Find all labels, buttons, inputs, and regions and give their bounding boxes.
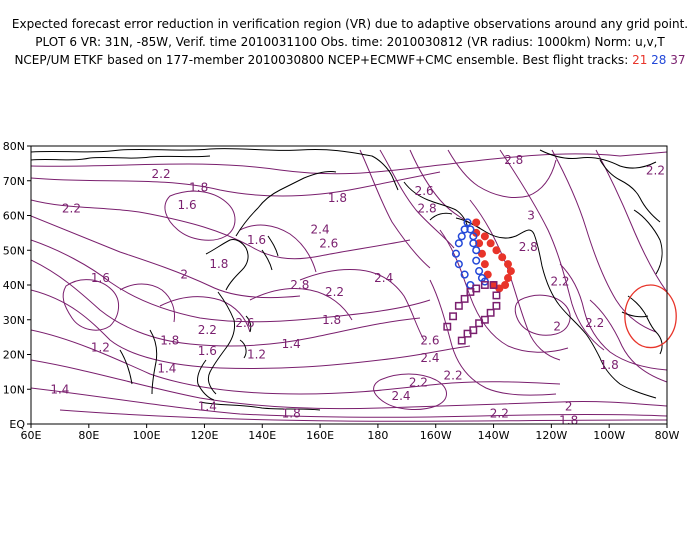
contour-label: 1.8 [600,358,619,372]
contour-label: 2.2 [646,163,665,177]
longitude-axis: 60E 80E 100E 120E 140E 160E 180 160W 140W 120W 100… [21,424,680,442]
contour-label: 2.8 [418,202,437,216]
map-frame-background [31,146,667,424]
track-21-marker [481,261,488,268]
lon-tick-label: 160E [306,429,334,442]
contour-label: 1.4 [282,337,301,351]
lon-tick-label: 140W [478,429,510,442]
lat-tick-label: 50N [3,244,25,257]
contour-label: 2.2 [550,275,569,289]
contour-label: 2.4 [311,222,330,236]
contour-label: 2.6 [235,316,254,330]
track-21-marker [493,247,500,254]
contour-label: 1.4 [198,400,217,414]
lon-tick-label: 100W [593,429,625,442]
contour-label: 1.4 [157,361,176,375]
lat-tick-label: 40N [3,279,25,292]
contour-label: 2.4 [374,271,393,285]
latitude-axis: EQ 10N 20N 30N 40N 50N 60N 70N 80N [3,140,31,431]
lat-tick-label: 60N [3,210,25,223]
contour-label: 2.2 [325,285,344,299]
lon-tick-label: 120W [535,429,567,442]
contour-label: 2.8 [519,240,538,254]
contour-label: 2.8 [290,278,309,292]
contour-label: 1.8 [160,334,179,348]
track-21-marker [505,261,512,268]
track-21-marker [499,254,506,261]
contour-label: 1.4 [50,382,69,396]
lat-tick-label: 80N [3,140,25,153]
contour-label: 1.6 [91,271,110,285]
lon-tick-label: 160W [420,429,452,442]
contour-label: 2.6 [319,236,338,250]
lat-tick-label: 20N [3,349,25,362]
contour-label: 1.6 [178,198,197,212]
contour-label: 1.8 [282,407,301,421]
track-21-marker [505,275,512,282]
contour-label: 2.2 [585,316,604,330]
contour-label: 2.2 [444,368,463,382]
contour-label: 2.2 [152,167,171,181]
contour-label: 2.4 [420,351,439,365]
contour-label: 2.6 [420,334,439,348]
lat-tick-label: EQ [9,418,25,431]
track-21-marker [473,219,480,226]
contour-label: 2.8 [504,153,523,167]
contour-label: 3 [527,209,535,223]
contour-label: 2 [565,400,573,414]
contour-label: 1.2 [91,341,110,355]
lon-tick-label: 120E [190,429,218,442]
contour-label: 2.2 [198,323,217,337]
lon-tick-label: 100E [133,429,161,442]
contour-label: 1.8 [328,191,347,205]
contour-label: 2.4 [391,389,410,403]
contour-label: 1.6 [198,344,217,358]
contour-label: 1.6 [247,233,266,247]
contour-label: 1.8 [322,313,341,327]
lon-tick-label: 80W [655,429,680,442]
track-21-marker [507,268,514,275]
track-21-marker [487,240,494,247]
lat-tick-label: 70N [3,175,25,188]
contour-label: 1.2 [247,348,266,362]
contour-label: 2.2 [409,375,428,389]
contour-label: 2.2 [62,202,81,216]
contour-label: 2.6 [415,184,434,198]
lon-tick-label: 80E [78,429,99,442]
lat-tick-label: 10N [3,383,25,396]
contour-label: 1.8 [559,414,578,428]
contour-label: 2.2 [490,407,509,421]
lat-tick-label: 30N [3,314,25,327]
contour-label: 2 [553,320,561,334]
lon-tick-label: 180 [367,429,388,442]
contour-label: 1.8 [209,257,228,271]
contour-label: 2 [180,268,188,282]
track-21-marker [481,233,488,240]
lon-tick-label: 140E [248,429,276,442]
contour-label: 1.8 [189,181,208,195]
